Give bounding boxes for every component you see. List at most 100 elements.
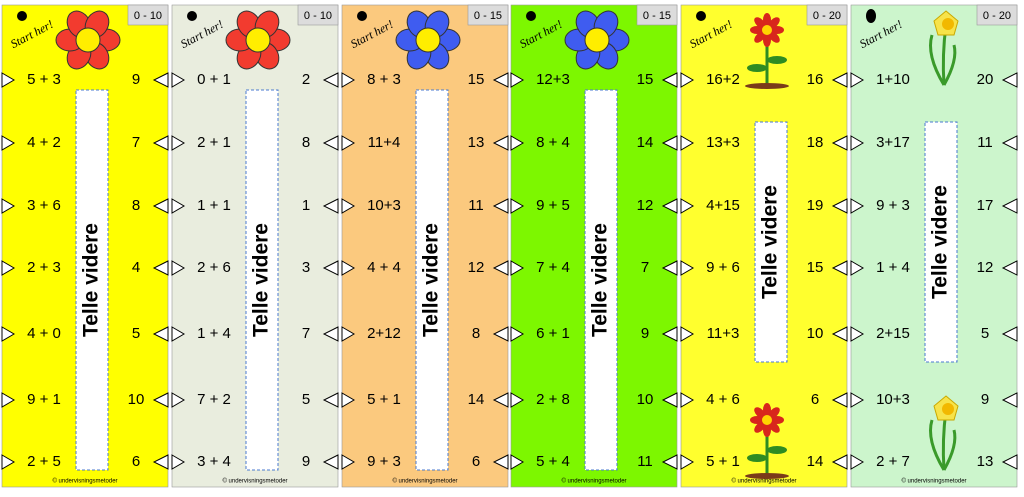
petal — [754, 17, 766, 29]
problem: 10+3 — [876, 391, 910, 408]
problem: 11+4 — [368, 134, 401, 151]
strip — [75, 89, 109, 471]
right-arrow — [322, 135, 339, 151]
left-arrow — [680, 454, 694, 470]
footer: © undervisningsmetoder — [52, 478, 117, 485]
right-arrow — [152, 72, 169, 88]
left-arrow — [1, 454, 15, 470]
right-arrow — [831, 198, 848, 214]
left-arrow — [850, 198, 864, 214]
petal — [754, 407, 766, 419]
answer: 8 — [472, 325, 480, 342]
right-arrow — [322, 392, 339, 408]
left-arrow — [171, 454, 185, 470]
left-arrow — [1, 198, 15, 214]
right-arrow — [831, 260, 848, 276]
leaf — [747, 454, 767, 462]
left-arrow — [510, 135, 524, 151]
problem: 2 + 3 — [27, 259, 61, 276]
problem: 7 + 4 — [536, 259, 570, 276]
problem: 12+3 — [536, 71, 570, 88]
left-arrow — [680, 135, 694, 151]
left-arrow — [171, 392, 185, 408]
flower-center — [245, 27, 271, 53]
petal — [768, 407, 780, 419]
right-arrow — [322, 260, 339, 276]
left-arrow — [1, 260, 15, 276]
answer: 18 — [807, 134, 824, 151]
left-arrow — [171, 326, 185, 342]
left-arrow — [171, 260, 185, 276]
left-arrow — [510, 72, 524, 88]
right-arrow — [661, 326, 678, 342]
left-arrow — [341, 72, 355, 88]
answer: 17 — [977, 197, 994, 214]
right-arrow — [1001, 135, 1018, 151]
right-arrow — [152, 454, 169, 470]
range-label: 0 - 15 — [474, 10, 502, 22]
footer: © undervisningsmetoder — [731, 478, 796, 485]
petal — [768, 31, 780, 43]
left-arrow — [341, 392, 355, 408]
problem: 9 + 6 — [706, 259, 740, 276]
problem: 13+3 — [706, 134, 740, 151]
right-arrow — [152, 135, 169, 151]
answer: 15 — [637, 71, 654, 88]
right-arrow — [322, 72, 339, 88]
problem: 2 + 5 — [27, 453, 61, 470]
right-arrow — [661, 260, 678, 276]
answer: 1 — [302, 197, 310, 214]
problem: 16+2 — [706, 71, 740, 88]
problem: 5 + 3 — [27, 71, 61, 88]
answer: 5 — [981, 325, 989, 342]
left-arrow — [341, 135, 355, 151]
start-dot — [357, 11, 367, 21]
left-arrow — [171, 72, 185, 88]
problem: 8 + 4 — [536, 134, 570, 151]
flower-center — [415, 27, 441, 53]
left-arrow — [1, 392, 15, 408]
problem: 1 + 1 — [197, 197, 231, 214]
left-arrow — [850, 135, 864, 151]
left-arrow — [680, 72, 694, 88]
flower-center — [584, 27, 610, 53]
answer: 11 — [468, 197, 484, 214]
problem: 7 + 2 — [197, 391, 231, 408]
trumpet — [942, 18, 954, 30]
right-arrow — [1001, 326, 1018, 342]
answer: 11 — [977, 134, 993, 151]
answer: 6 — [472, 453, 480, 470]
answer: 12 — [637, 197, 654, 214]
problem: 1 + 4 — [876, 259, 910, 276]
right-arrow — [152, 392, 169, 408]
range-box — [127, 4, 169, 26]
right-arrow — [492, 392, 509, 408]
right-arrow — [152, 260, 169, 276]
left-arrow — [850, 72, 864, 88]
left-arrow — [341, 454, 355, 470]
answer: 15 — [468, 71, 485, 88]
problem: 3 + 4 — [197, 453, 231, 470]
start-dot — [696, 11, 706, 21]
right-arrow — [1001, 260, 1018, 276]
right-arrow — [322, 198, 339, 214]
problem: 2 + 7 — [876, 453, 910, 470]
left-arrow — [850, 326, 864, 342]
answer: 5 — [132, 325, 140, 342]
start-dot — [866, 9, 876, 23]
right-arrow — [1001, 72, 1018, 88]
problem: 5 + 1 — [706, 453, 740, 470]
answer: 13 — [977, 453, 994, 470]
petal — [754, 31, 766, 43]
trumpet — [942, 403, 954, 415]
leaf — [942, 44, 957, 86]
problem: 6 + 1 — [536, 325, 570, 342]
left-arrow — [680, 326, 694, 342]
right-arrow — [661, 198, 678, 214]
range-box — [806, 4, 848, 26]
left-arrow — [510, 392, 524, 408]
left-arrow — [510, 260, 524, 276]
